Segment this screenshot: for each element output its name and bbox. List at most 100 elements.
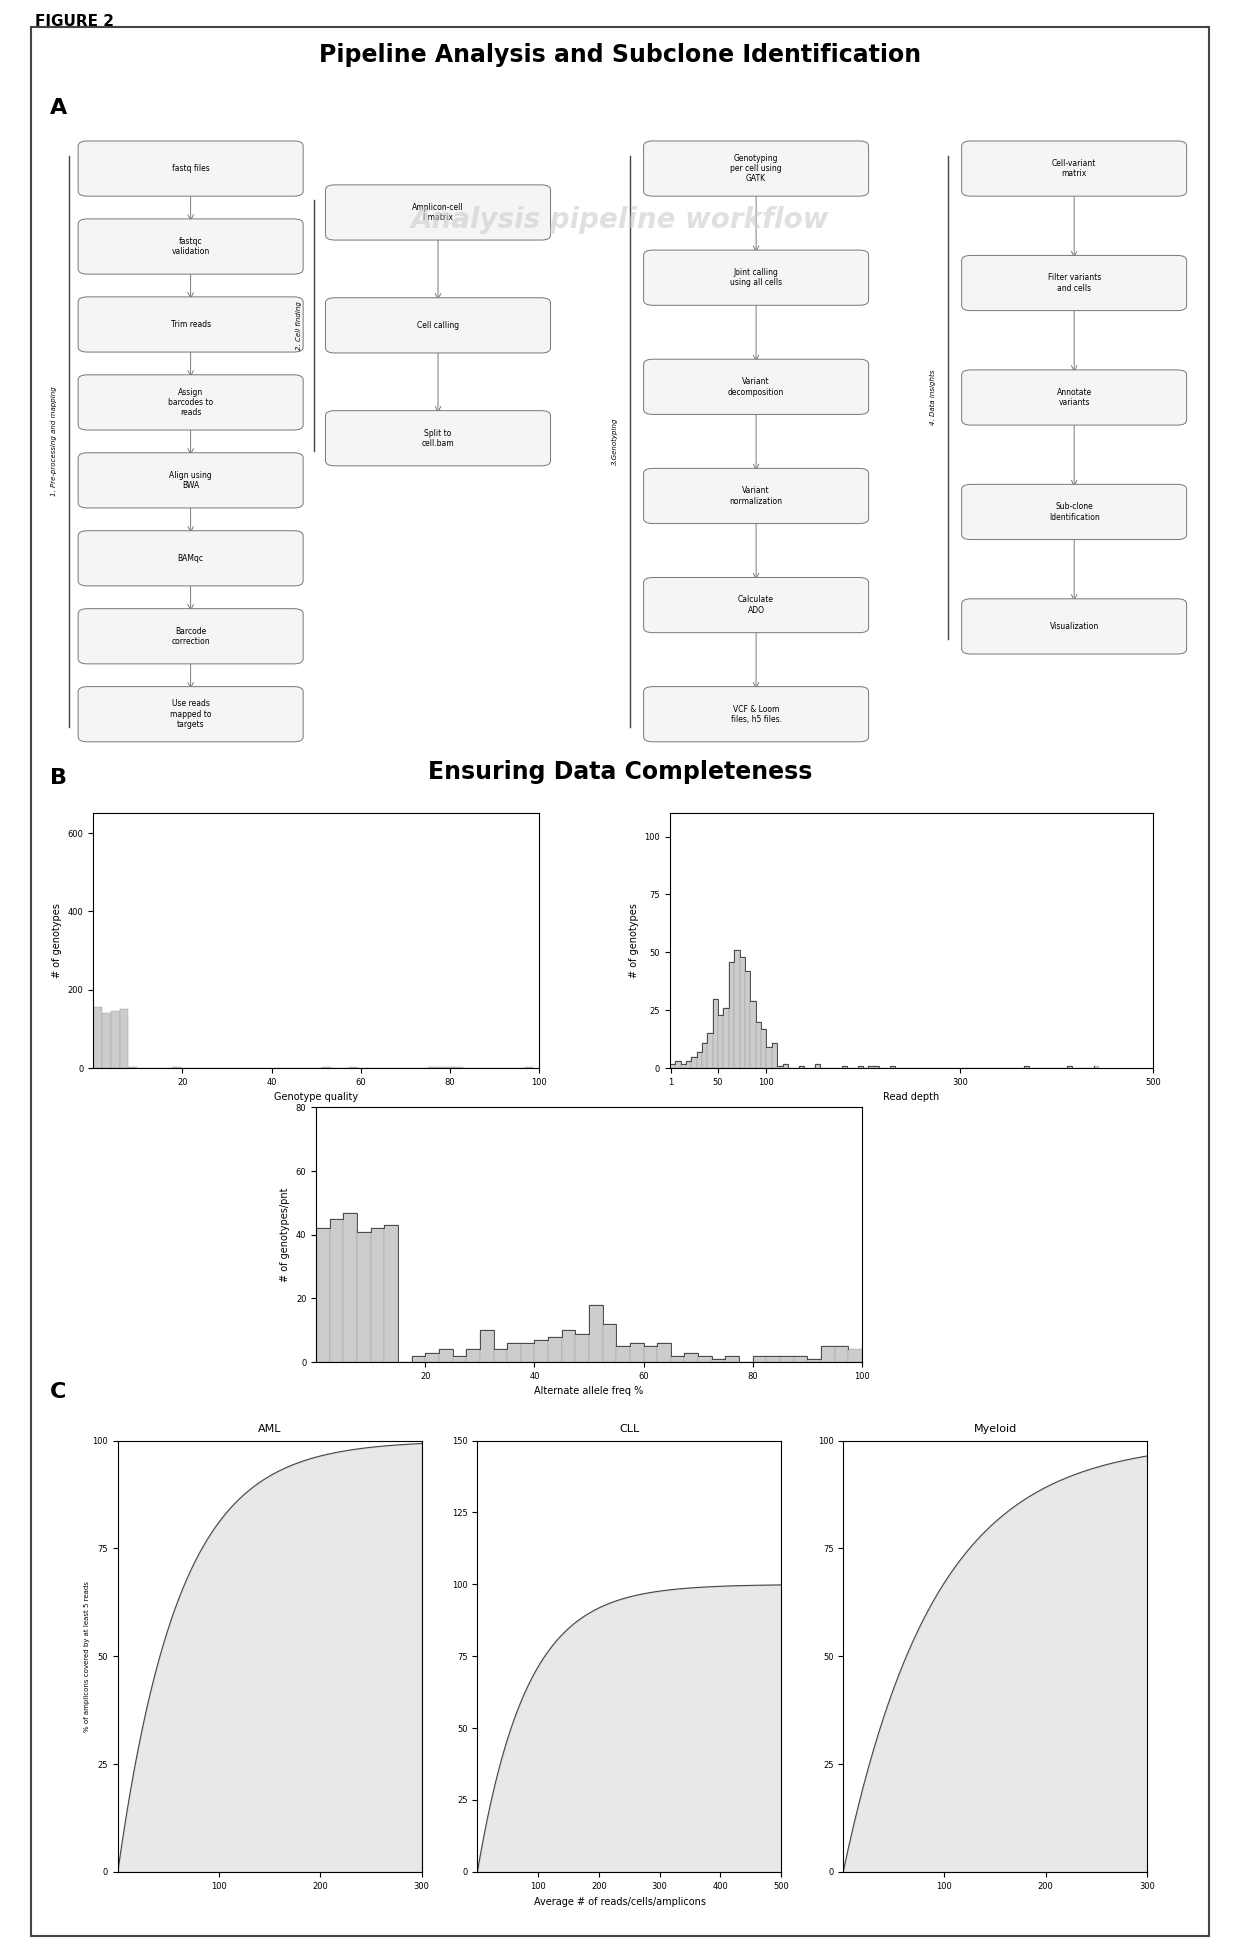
Bar — [766, 1356, 780, 1362]
Text: Barcode
correction: Barcode correction — [171, 627, 210, 647]
Text: 1. Pre-processing and mapping: 1. Pre-processing and mapping — [51, 386, 57, 496]
Bar — [734, 951, 739, 1068]
Bar — [1068, 1066, 1073, 1068]
Bar — [780, 1356, 794, 1362]
Text: Amplicon-cell
l matrix: Amplicon-cell l matrix — [412, 202, 464, 221]
FancyBboxPatch shape — [78, 374, 303, 429]
Bar — [874, 1066, 879, 1068]
Text: Ensuring Data Completeness: Ensuring Data Completeness — [428, 760, 812, 784]
Bar — [755, 1021, 761, 1068]
FancyBboxPatch shape — [644, 468, 868, 523]
Bar — [603, 1325, 616, 1362]
Text: A: A — [50, 98, 67, 118]
Text: Cell-variant
matrix: Cell-variant matrix — [1052, 159, 1096, 178]
Text: C: C — [50, 1382, 66, 1401]
Bar — [1024, 1066, 1029, 1068]
Bar — [671, 1356, 684, 1362]
Bar — [739, 956, 745, 1068]
Text: Analysis pipeline workflow: Analysis pipeline workflow — [410, 206, 830, 233]
Bar — [507, 1343, 521, 1362]
Bar — [794, 1356, 807, 1362]
Title: CLL: CLL — [619, 1425, 640, 1435]
Bar — [494, 1348, 507, 1362]
Y-axis label: % of amplicons covered by at least 5 reads: % of amplicons covered by at least 5 rea… — [83, 1582, 89, 1731]
Text: Cell calling: Cell calling — [417, 321, 459, 329]
Text: Pipeline Analysis and Subclone Identification: Pipeline Analysis and Subclone Identific… — [319, 43, 921, 67]
Text: Trim reads: Trim reads — [171, 319, 211, 329]
Bar — [110, 1011, 119, 1068]
Bar — [316, 1229, 330, 1362]
Bar — [821, 1347, 835, 1362]
Bar — [868, 1066, 874, 1068]
Y-axis label: # of genotypes/pnt: # of genotypes/pnt — [280, 1188, 290, 1282]
FancyBboxPatch shape — [962, 255, 1187, 310]
Title: Myeloid: Myeloid — [973, 1425, 1017, 1435]
FancyBboxPatch shape — [644, 578, 868, 633]
X-axis label: Read depth: Read depth — [883, 1092, 940, 1102]
Bar — [102, 1013, 110, 1068]
Bar — [890, 1066, 895, 1068]
Bar — [745, 970, 750, 1068]
Text: 4. Data insights: 4. Data insights — [930, 370, 936, 425]
FancyBboxPatch shape — [78, 610, 303, 664]
Bar — [725, 1356, 739, 1362]
Text: 3.Genotyping: 3.Genotyping — [611, 417, 618, 465]
Title: AML: AML — [258, 1425, 281, 1435]
Text: Split to
cell.bam: Split to cell.bam — [422, 429, 454, 449]
Text: Assign
barcodes to
reads: Assign barcodes to reads — [169, 388, 213, 417]
Bar — [697, 1053, 702, 1068]
FancyBboxPatch shape — [644, 359, 868, 414]
Text: BAMqc: BAMqc — [177, 555, 203, 563]
Y-axis label: # of genotypes: # of genotypes — [52, 904, 62, 978]
Bar — [548, 1337, 562, 1362]
FancyBboxPatch shape — [644, 251, 868, 306]
Bar — [119, 1009, 129, 1068]
FancyBboxPatch shape — [78, 220, 303, 274]
FancyBboxPatch shape — [326, 298, 551, 353]
Bar — [713, 1000, 718, 1068]
Text: Use reads
mapped to
targets: Use reads mapped to targets — [170, 700, 211, 729]
Bar — [807, 1358, 821, 1362]
Bar — [750, 1002, 755, 1068]
Bar — [466, 1348, 480, 1362]
Bar — [723, 1007, 729, 1068]
Bar — [686, 1060, 691, 1068]
Bar — [371, 1229, 384, 1362]
Bar — [815, 1064, 820, 1068]
Bar — [858, 1066, 863, 1068]
Bar — [848, 1348, 862, 1362]
Bar — [681, 1064, 686, 1068]
Text: Visualization: Visualization — [1049, 621, 1099, 631]
Bar — [412, 1356, 425, 1362]
Bar — [575, 1333, 589, 1362]
X-axis label: Alternate allele freq %: Alternate allele freq % — [534, 1386, 644, 1396]
Bar — [343, 1213, 357, 1362]
FancyBboxPatch shape — [326, 412, 551, 466]
Text: 2. Cell finding: 2. Cell finding — [296, 302, 303, 349]
FancyBboxPatch shape — [644, 686, 868, 741]
Text: Variant
decomposition: Variant decomposition — [728, 376, 784, 396]
FancyBboxPatch shape — [78, 141, 303, 196]
Text: Annotate
variants: Annotate variants — [1056, 388, 1091, 408]
Text: Align using
BWA: Align using BWA — [170, 470, 212, 490]
Bar — [835, 1347, 848, 1362]
FancyBboxPatch shape — [326, 184, 551, 239]
Bar — [753, 1356, 766, 1362]
Bar — [1094, 1066, 1100, 1068]
Text: Joint calling
using all cells: Joint calling using all cells — [730, 269, 782, 288]
Bar — [534, 1341, 548, 1362]
Text: fastq files: fastq files — [172, 165, 210, 172]
Bar — [562, 1331, 575, 1362]
Bar — [384, 1225, 398, 1362]
Bar — [799, 1066, 804, 1068]
Bar — [630, 1343, 644, 1362]
Text: fastqc
validation: fastqc validation — [171, 237, 210, 257]
Bar — [644, 1347, 657, 1362]
Bar — [691, 1056, 697, 1068]
Bar — [521, 1343, 534, 1362]
Bar — [425, 1352, 439, 1362]
Y-axis label: # of genotypes: # of genotypes — [629, 904, 639, 978]
Bar — [777, 1066, 782, 1068]
Bar — [616, 1347, 630, 1362]
Text: Genotyping
per cell using
GATK: Genotyping per cell using GATK — [730, 153, 782, 184]
